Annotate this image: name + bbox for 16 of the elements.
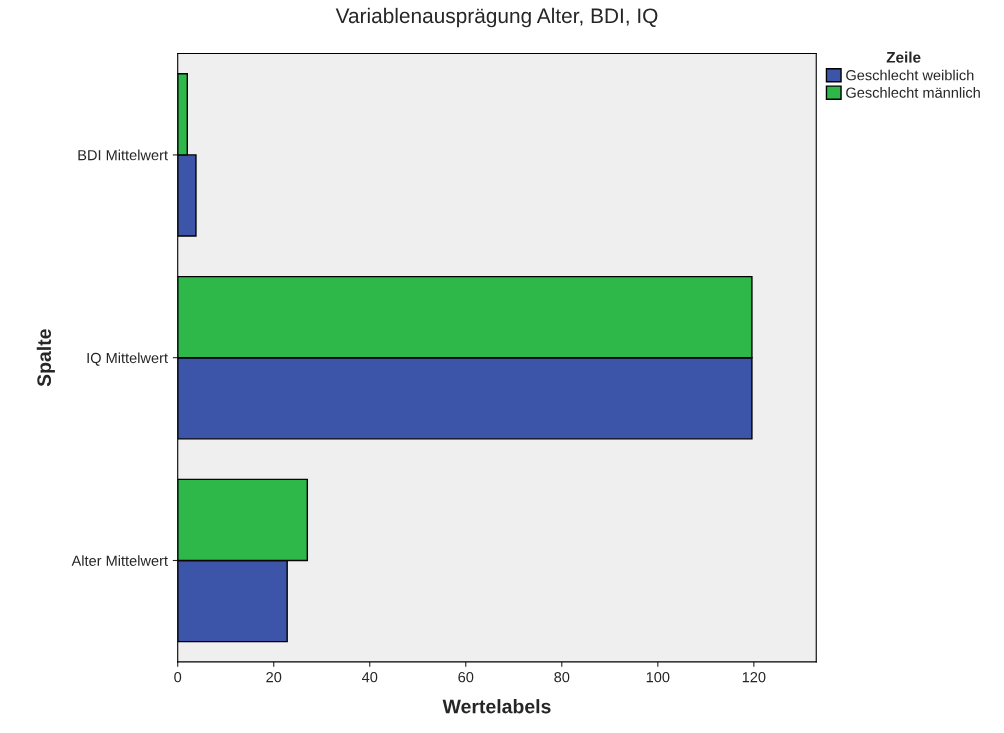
y-axis-title: Spalte: [36, 329, 55, 387]
x-tick-label: 0: [174, 672, 182, 683]
x-tick-label: 20: [266, 672, 282, 683]
x-tick-label: 80: [554, 672, 570, 683]
x-tick-label: 100: [646, 672, 670, 683]
y-tick-label: BDI Mittelwert: [78, 149, 168, 161]
legend-label: Geschlecht weiblich: [846, 69, 974, 81]
x-tick-label: 60: [458, 672, 474, 683]
x-axis-title: Wertelabels: [442, 699, 551, 714]
y-tick-label: Alter Mittelwert: [71, 555, 168, 566]
chart-title: Variablenausprägung Alter, BDI, IQ: [335, 7, 658, 28]
legend-title: Zeile: [886, 51, 921, 63]
x-tick-label: 120: [742, 672, 766, 683]
x-tick-label: 40: [361, 672, 378, 683]
y-tick-label: IQ Mittelwert: [87, 352, 168, 366]
legend-label: Geschlecht männlich: [846, 87, 980, 98]
